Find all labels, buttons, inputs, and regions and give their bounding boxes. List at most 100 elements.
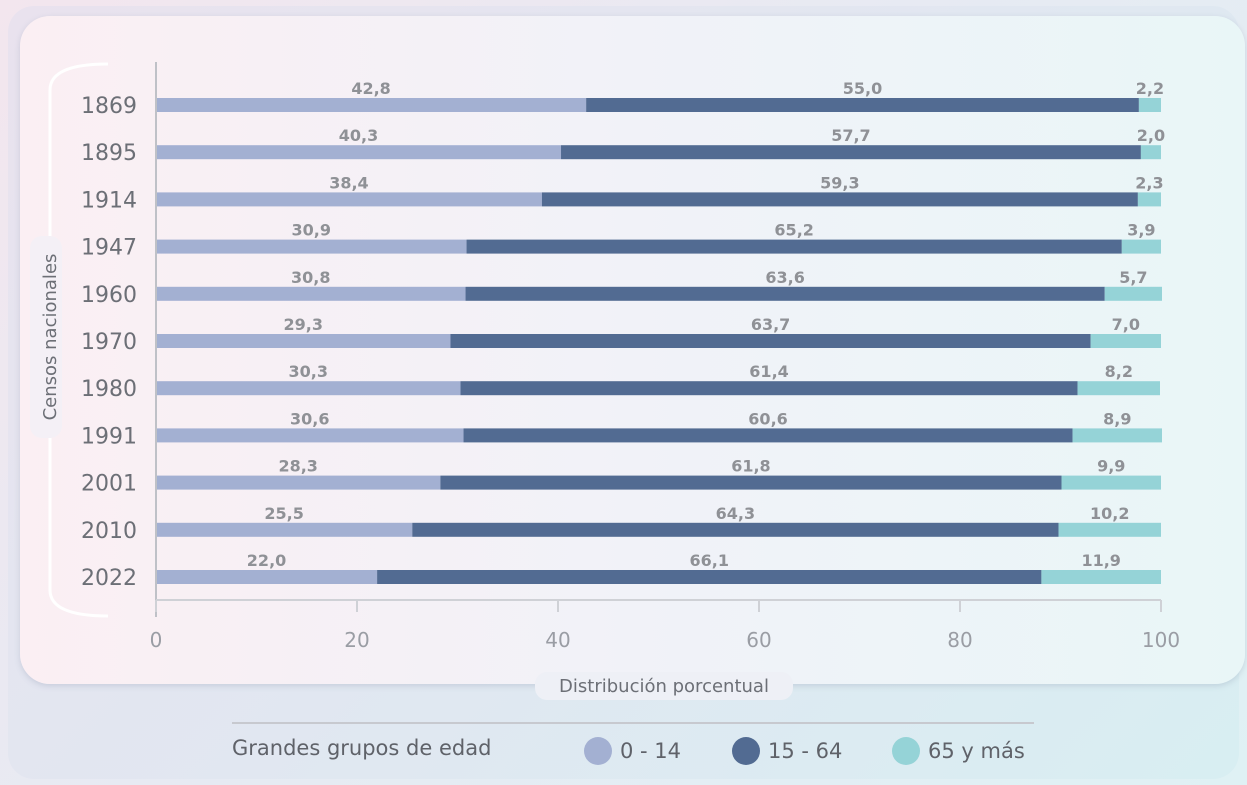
data-label-1914-series-1: 59,3	[820, 173, 859, 192]
y-tick-2022: 2022	[81, 566, 137, 591]
bar-2022-series-0	[156, 570, 378, 584]
bar-1980-series-1	[460, 381, 1078, 396]
x-tick-0: 0	[150, 628, 163, 652]
y-tick-2001: 2001	[81, 472, 137, 497]
bar-1914-series-1	[541, 192, 1138, 207]
legend-label-15-64: 15 - 64	[768, 739, 843, 763]
bar-1980-series-2	[1077, 381, 1160, 396]
data-label-2010-series-0: 25,5	[264, 504, 303, 523]
y-tick-1869: 1869	[81, 94, 137, 119]
bar-1947-series-0	[156, 239, 467, 254]
bar-1970-series-2	[1090, 334, 1161, 348]
data-label-1980-series-1: 61,4	[749, 362, 788, 381]
legend-swatch-15-64	[732, 737, 760, 765]
legend-item-65-y-mas: 65 y más	[892, 736, 1025, 766]
data-label-1869-series-0: 42,8	[351, 79, 390, 98]
y-tick-1960: 1960	[81, 283, 137, 308]
data-label-1970-series-0: 29,3	[283, 315, 322, 334]
data-label-1869-series-1: 55,0	[843, 79, 882, 98]
bar-2001-series-2	[1061, 475, 1161, 490]
y-axis-label-background	[30, 236, 62, 438]
bar-2010-series-2	[1058, 522, 1161, 537]
bar-1895-series-2	[1140, 145, 1161, 160]
y-tick-1895: 1895	[81, 141, 137, 166]
bar-1895-series-1	[561, 145, 1141, 160]
x-axis-label-background	[535, 672, 793, 700]
data-label-1970-series-1: 63,7	[751, 315, 790, 334]
data-label-1895-series-2: 2,0	[1137, 126, 1165, 145]
data-label-2022-series-1: 66,1	[690, 551, 729, 570]
legend-divider	[232, 722, 1034, 724]
x-tick-100: 100	[1142, 628, 1180, 652]
bar-2022-series-1	[377, 570, 1042, 584]
bar-2001-series-1	[440, 475, 1062, 490]
data-label-1991-series-0: 30,6	[290, 409, 329, 428]
bar-1970-series-1	[450, 334, 1091, 348]
bar-1991-series-2	[1072, 428, 1163, 443]
legend-item-15-64: 15 - 64	[732, 736, 842, 766]
bar-1980-series-0	[156, 381, 461, 396]
bar-1970-series-0	[156, 334, 451, 348]
data-label-1960-series-2: 5,7	[1119, 268, 1147, 287]
data-label-1914-series-0: 38,4	[329, 173, 368, 192]
data-label-1991-series-1: 60,6	[748, 409, 787, 428]
legend-swatch-65-y-mas	[892, 737, 920, 765]
bar-1947-series-1	[466, 239, 1122, 254]
legend-label-65-y-mas: 65 y más	[928, 739, 1025, 763]
data-label-2001-series-2: 9,9	[1097, 457, 1125, 476]
data-label-1869-series-2: 2,2	[1136, 79, 1164, 98]
data-label-1947-series-2: 3,9	[1127, 221, 1155, 240]
bar-2010-series-0	[156, 522, 413, 537]
y-axis-label: Censos nacionales	[40, 254, 61, 421]
bar-1914-series-0	[156, 192, 542, 207]
data-label-1914-series-2: 2,3	[1135, 173, 1163, 192]
legend-swatch-0-14	[584, 737, 612, 765]
legend-title: Grandes grupos de edad	[232, 736, 492, 760]
bar-1960-series-0	[156, 286, 466, 301]
bar-1869-series-2	[1138, 98, 1161, 112]
bar-1991-series-0	[156, 428, 464, 443]
bar-1960-series-1	[465, 286, 1105, 301]
y-tick-labels: 1869 1895 1914 1947 1960 1970 1980 1991 2001 2010…	[81, 94, 137, 591]
data-label-1991-series-2: 8,9	[1103, 409, 1131, 428]
bar-2010-series-1	[412, 522, 1059, 537]
bar-2001-series-0	[156, 475, 441, 490]
x-axis-label: Distribución porcentual	[559, 676, 769, 697]
data-label-1895-series-0: 40,3	[339, 126, 378, 145]
data-label-1970-series-2: 7,0	[1112, 315, 1140, 334]
y-tick-1970: 1970	[81, 330, 137, 355]
data-label-1947-series-0: 30,9	[292, 221, 331, 240]
bar-1960-series-2	[1104, 286, 1163, 301]
bar-2022-series-2	[1041, 570, 1161, 584]
data-label-2001-series-0: 28,3	[278, 457, 317, 476]
y-tick-1914: 1914	[81, 188, 137, 213]
data-label-2022-series-0: 22,0	[247, 551, 286, 570]
x-tick-60: 60	[746, 628, 771, 652]
bar-1869-series-1	[586, 98, 1139, 112]
data-label-1947-series-1: 65,2	[774, 221, 813, 240]
data-label-2010-series-1: 64,3	[716, 504, 755, 523]
y-tick-1980: 1980	[81, 377, 137, 402]
data-label-2001-series-1: 61,8	[731, 457, 770, 476]
x-tick-80: 80	[947, 628, 972, 652]
data-label-1980-series-0: 30,3	[289, 362, 328, 381]
bar-1947-series-2	[1121, 239, 1161, 254]
bar-1895-series-0	[156, 145, 562, 160]
y-tick-2010: 2010	[81, 519, 137, 544]
y-tick-1947: 1947	[81, 236, 137, 261]
data-label-2022-series-2: 11,9	[1081, 551, 1120, 570]
data-label-1960-series-1: 63,6	[765, 268, 804, 287]
x-tick-labels: 0 20 40 60 80 100	[150, 628, 1180, 652]
legend-item-0-14: 0 - 14	[584, 736, 681, 766]
x-tick-40: 40	[545, 628, 570, 652]
data-label-1895-series-1: 57,7	[831, 126, 870, 145]
legend-label-0-14: 0 - 14	[620, 739, 682, 763]
bars-layer	[156, 98, 1163, 584]
data-labels-layer: 42,8 55,0 2,2 40,3 57,7 2,0 38,4 59,3 2,3 30,9 65,…	[247, 79, 1165, 570]
bar-1869-series-0	[156, 98, 587, 112]
x-tick-20: 20	[344, 628, 369, 652]
y-tick-1991: 1991	[81, 424, 137, 449]
data-label-2010-series-2: 10,2	[1090, 504, 1129, 523]
data-label-1980-series-2: 8,2	[1105, 362, 1133, 381]
